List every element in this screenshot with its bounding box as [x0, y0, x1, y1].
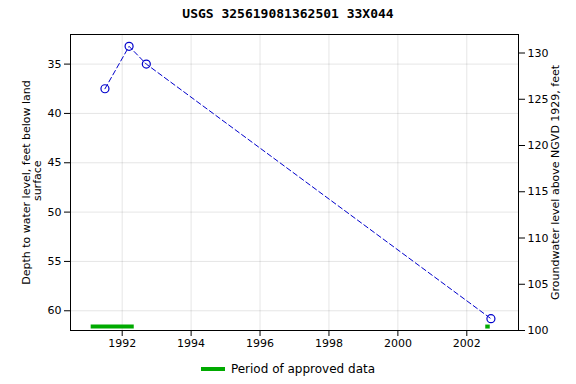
- svg-text:1994: 1994: [177, 337, 205, 350]
- svg-text:2000: 2000: [384, 337, 412, 350]
- svg-text:100: 100: [528, 324, 549, 337]
- svg-text:1992: 1992: [108, 337, 136, 350]
- svg-text:120: 120: [528, 139, 549, 152]
- svg-text:1998: 1998: [315, 337, 343, 350]
- svg-text:Groundwater level above NGVD 1: Groundwater level above NGVD 1929, feet: [549, 64, 562, 300]
- svg-text:130: 130: [528, 47, 549, 60]
- svg-text:110: 110: [528, 232, 549, 245]
- svg-text:1996: 1996: [246, 337, 274, 350]
- svg-text:105: 105: [528, 278, 549, 291]
- svg-text:2002: 2002: [453, 337, 481, 350]
- html-text:Period of approved data: Period of approved data: [230, 362, 376, 376]
- svg-text:115: 115: [528, 185, 549, 198]
- html-text:USGS 325619081362501 33X044: USGS 325619081362501 33X044: [182, 6, 394, 21]
- svg-text:35: 35: [48, 58, 62, 71]
- svg-text:Depth to water level, feet bel: Depth to water level, feet below land su…: [20, 80, 44, 285]
- svg-text:50: 50: [48, 206, 62, 219]
- svg-text:45: 45: [48, 156, 62, 169]
- svg-text:55: 55: [48, 255, 62, 268]
- svg-text:60: 60: [48, 304, 62, 317]
- svg-text:40: 40: [48, 107, 62, 120]
- svg-text:125: 125: [528, 93, 549, 106]
